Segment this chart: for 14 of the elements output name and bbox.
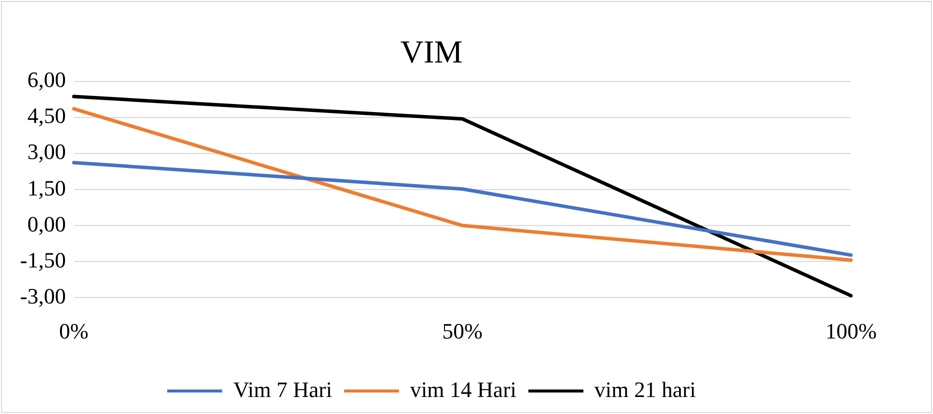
x-tick-label: 100%: [825, 318, 877, 344]
y-tick-label: 4,50: [27, 103, 66, 128]
y-tick-label: 6,00: [27, 67, 66, 92]
chart-title: VIM: [400, 34, 463, 70]
x-tick-label: 0%: [59, 318, 88, 344]
x-tick-label: 50%: [442, 318, 483, 344]
y-tick-label: 0,00: [27, 211, 66, 236]
legend-label: vim 21 hari: [594, 376, 696, 402]
y-tick-label: 3,00: [27, 139, 66, 164]
y-tick-label: -1,50: [20, 247, 66, 272]
legend-label: Vim 7 Hari: [233, 376, 332, 402]
legend-label: vim 14 Hari: [410, 376, 516, 402]
y-tick-label: 1,50: [27, 175, 66, 200]
y-tick-label: -3,00: [20, 283, 66, 308]
